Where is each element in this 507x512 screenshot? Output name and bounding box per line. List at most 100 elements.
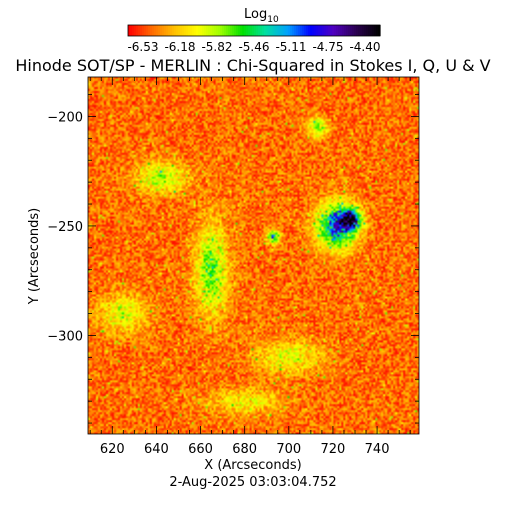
colorbar-tick-label: -4.75 <box>312 40 343 54</box>
colorbar-cell <box>372 25 375 36</box>
colorbar-cell <box>336 25 339 36</box>
colorbar: Log10 -6.53 -6.18 -5.82 -5.46 -5.11 -4.75 -4.4… <box>127 7 381 54</box>
timestamp: 2-Aug-2025 03:03:04.752 <box>169 475 336 490</box>
colorbar-cell <box>138 25 141 36</box>
colorbar-cell <box>142 25 145 36</box>
colorbar-cell <box>350 25 353 36</box>
colorbar-cell <box>180 25 183 36</box>
colorbar-cell <box>366 25 369 36</box>
colorbar-cell <box>358 25 361 36</box>
colorbar-cell <box>130 25 133 36</box>
colorbar-cell <box>250 25 253 36</box>
colorbar-cell <box>182 25 185 36</box>
colorbar-cell <box>368 25 371 36</box>
colorbar-cell <box>210 25 213 36</box>
colorbar-cell <box>238 25 241 36</box>
colorbar-cell <box>214 25 217 36</box>
colorbar-cell <box>174 25 177 36</box>
colorbar-cell <box>244 25 247 36</box>
colorbar-cell <box>302 25 305 36</box>
colorbar-cell <box>224 25 227 36</box>
colorbar-cell <box>318 25 321 36</box>
colorbar-cell <box>322 25 325 36</box>
x-axis: 620 640 660 680 700 720 740 <box>89 77 411 457</box>
colorbar-cell <box>226 25 229 36</box>
colorbar-cell <box>348 25 351 36</box>
colorbar-gradient <box>128 25 381 36</box>
colorbar-cell <box>160 25 163 36</box>
colorbar-cell <box>284 25 287 36</box>
colorbar-cell <box>376 25 379 36</box>
colorbar-cell <box>332 25 335 36</box>
colorbar-cell <box>360 25 363 36</box>
colorbar-cell <box>156 25 159 36</box>
colorbar-cell <box>164 25 167 36</box>
x-tick-label: 660 <box>188 442 213 457</box>
colorbar-cell <box>278 25 281 36</box>
colorbar-cell <box>148 25 151 36</box>
colorbar-cell <box>378 25 381 36</box>
colorbar-cell <box>234 25 237 36</box>
y-tick-label: −200 <box>47 110 83 125</box>
colorbar-cell <box>260 25 263 36</box>
colorbar-tick-label: -6.53 <box>127 40 158 54</box>
colorbar-cell <box>330 25 333 36</box>
colorbar-label: Log10 <box>244 7 279 25</box>
colorbar-cell <box>154 25 157 36</box>
colorbar-cell <box>136 25 139 36</box>
colorbar-cell <box>344 25 347 36</box>
x-tick-label: 720 <box>321 442 346 457</box>
colorbar-ticks: -6.53 -6.18 -5.82 -5.46 -5.11 -4.75 -4.40 <box>127 40 380 54</box>
x-axis-label: X (Arcseconds) <box>204 458 301 473</box>
colorbar-cell <box>310 25 313 36</box>
colorbar-cell <box>326 25 329 36</box>
colorbar-cell <box>306 25 309 36</box>
colorbar-cell <box>288 25 291 36</box>
colorbar-cell <box>258 25 261 36</box>
colorbar-cell <box>162 25 165 36</box>
colorbar-cell <box>208 25 211 36</box>
colorbar-cell <box>178 25 181 36</box>
colorbar-tick-label: -5.82 <box>201 40 232 54</box>
colorbar-cell <box>252 25 255 36</box>
colorbar-cell <box>172 25 175 36</box>
colorbar-cell <box>216 25 219 36</box>
colorbar-cell <box>268 25 271 36</box>
colorbar-cell <box>324 25 327 36</box>
colorbar-cell <box>296 25 299 36</box>
colorbar-cell <box>346 25 349 36</box>
colorbar-cell <box>308 25 311 36</box>
colorbar-cell <box>242 25 245 36</box>
colorbar-cell <box>272 25 275 36</box>
colorbar-cell <box>298 25 301 36</box>
colorbar-cell <box>342 25 345 36</box>
colorbar-cell <box>212 25 215 36</box>
colorbar-cell <box>200 25 203 36</box>
colorbar-cell <box>300 25 303 36</box>
colorbar-cell <box>256 25 259 36</box>
colorbar-tick-label: -5.11 <box>275 40 306 54</box>
colorbar-cell <box>152 25 155 36</box>
colorbar-cell <box>134 25 137 36</box>
colorbar-cell <box>352 25 355 36</box>
colorbar-cell <box>202 25 205 36</box>
colorbar-cell <box>166 25 169 36</box>
colorbar-cell <box>264 25 267 36</box>
colorbar-cell <box>364 25 367 36</box>
colorbar-cell <box>170 25 173 36</box>
colorbar-cell <box>218 25 221 36</box>
colorbar-cell <box>248 25 251 36</box>
colorbar-tick-label: -4.40 <box>349 40 380 54</box>
colorbar-cell <box>374 25 377 36</box>
colorbar-cell <box>266 25 269 36</box>
colorbar-cell <box>236 25 239 36</box>
colorbar-cell <box>186 25 189 36</box>
colorbar-tick-label: -5.46 <box>238 40 269 54</box>
x-tick-label: 620 <box>100 442 125 457</box>
heatmap-raster <box>88 77 419 434</box>
colorbar-cell <box>292 25 295 36</box>
colorbar-cell <box>276 25 279 36</box>
x-tick-label: 740 <box>365 442 390 457</box>
colorbar-cell <box>314 25 317 36</box>
colorbar-cell <box>262 25 265 36</box>
